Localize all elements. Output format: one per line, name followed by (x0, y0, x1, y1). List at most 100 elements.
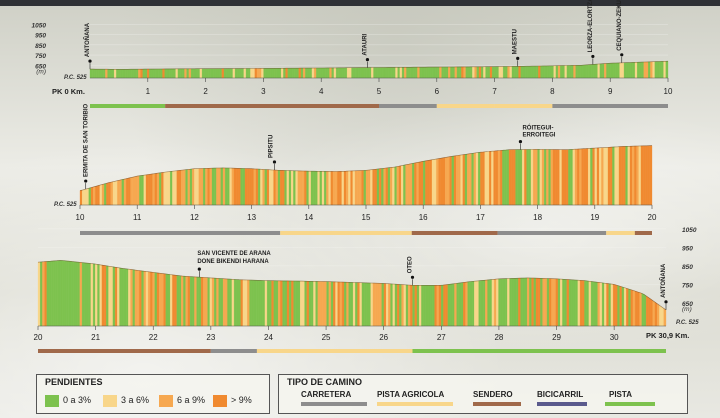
slope-segment (308, 281, 312, 327)
road-segment-carretera (552, 104, 668, 108)
slope-segment (449, 283, 453, 327)
slope-segment (519, 149, 523, 206)
slope-segment (498, 278, 501, 327)
slope-segment (399, 284, 402, 327)
slope-segment (122, 69, 126, 79)
slope-segment (531, 65, 535, 79)
slope-segment (260, 280, 263, 327)
slope-segment (427, 285, 431, 327)
x-tick-label: 2 (203, 87, 208, 96)
slope-segment (239, 68, 242, 79)
slope-segment (121, 268, 125, 327)
slope-segment (163, 171, 166, 206)
slope-segment (518, 66, 521, 79)
slope-segment (178, 170, 182, 206)
slope-segment (192, 168, 195, 206)
slope-segment (163, 273, 166, 327)
slope-segment (150, 271, 153, 327)
slope-segment (326, 171, 329, 206)
slope-segment (143, 270, 147, 327)
slope-segment (401, 165, 404, 206)
slope-segment (183, 275, 186, 327)
slope-segment (193, 68, 196, 79)
slope-segment (657, 303, 660, 327)
slope-segment (572, 149, 576, 206)
road-segment-pista-agricola (256, 349, 413, 353)
slope-segment (649, 145, 653, 206)
slope-segment (476, 66, 480, 79)
slope-segment (476, 280, 479, 327)
slope-segment (508, 149, 512, 206)
y-tick-label: 950 (35, 33, 46, 40)
slope-segment (628, 62, 631, 79)
slope-segment (280, 170, 283, 206)
slope-segment (306, 281, 310, 327)
slope-segment (294, 68, 297, 79)
slope-segment (456, 66, 460, 79)
slope-segment (264, 169, 268, 206)
x-tick-label: 13 (247, 213, 256, 222)
slope-segment (231, 167, 235, 206)
slope-segment (292, 68, 295, 79)
slope-segment (529, 65, 532, 79)
slope-segment (527, 277, 530, 327)
slope-segment (247, 168, 250, 206)
slope-segment (79, 262, 83, 327)
slope-segment (368, 169, 371, 206)
slope-segment (629, 146, 633, 206)
slope-segment (480, 151, 483, 206)
road-segment-sendero (411, 231, 498, 235)
slope-segment (530, 149, 534, 206)
slope-segment (621, 62, 625, 79)
slope-segment (404, 67, 407, 79)
slope-segment (132, 269, 136, 327)
slope-segment (559, 149, 562, 206)
slope-segment (216, 167, 219, 206)
slope-segment (335, 67, 339, 79)
road-segment-pista-agricola (494, 104, 553, 108)
slope-segment (574, 148, 578, 206)
slope-segment (577, 280, 581, 327)
slope-segment (467, 281, 471, 327)
slope-segment (236, 279, 239, 327)
slope-segment (465, 281, 468, 327)
slope-segment (595, 63, 598, 79)
slope-segment (568, 279, 572, 327)
x-tick-label: 28 (494, 333, 503, 342)
slope-segment (342, 67, 346, 79)
slope-segment (615, 62, 618, 79)
road-segment-pista-agricola (280, 231, 412, 235)
y-tick-label: 750 (682, 282, 693, 289)
slope-segment (332, 171, 336, 206)
slope-segment (396, 165, 400, 206)
slope-segment (383, 167, 386, 206)
slope-segment (293, 280, 296, 327)
slope-segment (341, 171, 345, 206)
x-tick-label: 11 (133, 213, 142, 222)
slope-segment (441, 284, 444, 327)
slope-segment (612, 62, 616, 79)
slope-segment (296, 68, 299, 79)
x-tick-label: 23 (206, 333, 215, 342)
slope-segment (500, 150, 503, 206)
slope-segment (438, 158, 441, 206)
place-label: RÓITEGUI- (522, 124, 553, 132)
legend-bar-sendero (473, 402, 521, 406)
place-dot (620, 53, 624, 57)
slope-segment (339, 281, 343, 327)
slope-segment (46, 261, 50, 327)
y-unit-label: (m) (36, 68, 46, 75)
slope-segment (308, 171, 312, 206)
slope-segment (121, 178, 125, 206)
slope-segment (537, 149, 540, 206)
slope-segment (449, 156, 452, 206)
slope-segment (352, 170, 356, 206)
slope-segment (582, 280, 585, 327)
slope-segment (463, 282, 466, 327)
slope-segment (84, 262, 87, 327)
slope-segment (362, 67, 365, 79)
legend-label-pista: PISTA (609, 390, 632, 399)
slope-segment (110, 181, 114, 206)
profile-line (90, 60, 669, 70)
slope-segment (359, 282, 363, 327)
